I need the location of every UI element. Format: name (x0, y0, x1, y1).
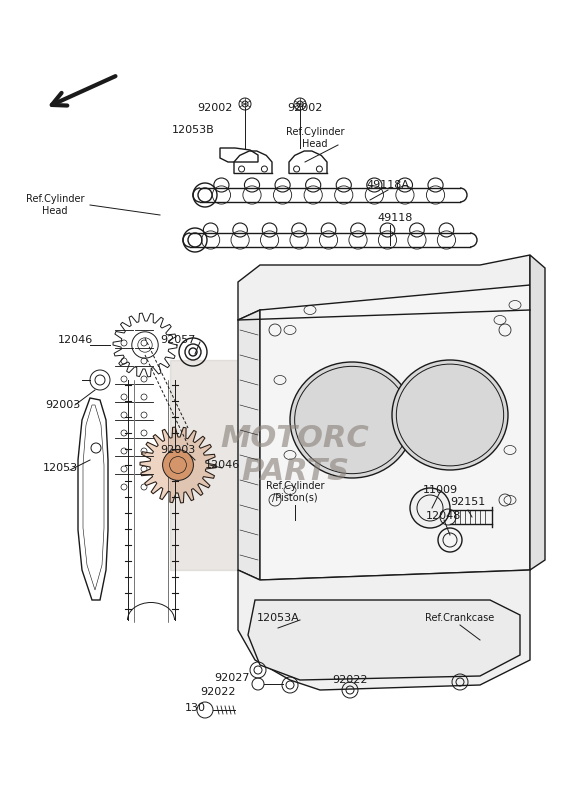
Text: 49118A: 49118A (366, 180, 409, 190)
Text: Ref.Cylinder
Head: Ref.Cylinder Head (26, 194, 84, 216)
Ellipse shape (392, 360, 508, 470)
Polygon shape (140, 427, 216, 503)
Text: 92003: 92003 (160, 445, 195, 455)
Text: 92003: 92003 (46, 400, 80, 410)
Text: Ref.Cylinder
/Piston(s): Ref.Cylinder /Piston(s) (266, 481, 324, 503)
Text: 12053: 12053 (42, 463, 77, 473)
Text: 12046: 12046 (205, 460, 240, 470)
Text: 49118: 49118 (377, 213, 413, 223)
Text: Ref.Cylinder
Head: Ref.Cylinder Head (286, 127, 344, 149)
Text: 92057: 92057 (160, 335, 196, 345)
Polygon shape (530, 255, 545, 570)
Text: 92022: 92022 (200, 687, 236, 697)
Text: 11009: 11009 (423, 485, 458, 495)
Text: 12053A: 12053A (257, 613, 299, 623)
Text: 92022: 92022 (332, 675, 368, 685)
Polygon shape (248, 600, 520, 680)
Circle shape (410, 488, 450, 528)
Polygon shape (170, 360, 500, 570)
Polygon shape (238, 255, 530, 320)
Ellipse shape (290, 362, 414, 478)
Text: 12048: 12048 (427, 511, 462, 521)
Text: 92002: 92002 (287, 103, 323, 113)
Text: 130: 130 (184, 703, 206, 713)
Polygon shape (238, 310, 260, 580)
Text: MOTORC
PARTS: MOTORC PARTS (221, 424, 369, 486)
Text: 92151: 92151 (450, 497, 486, 507)
Text: 12053B: 12053B (172, 125, 214, 135)
Polygon shape (238, 570, 530, 690)
Text: Ref.Crankcase: Ref.Crankcase (425, 613, 495, 623)
Text: 92027: 92027 (214, 673, 250, 683)
Polygon shape (260, 285, 530, 580)
Text: 12046: 12046 (57, 335, 92, 345)
Circle shape (162, 450, 194, 480)
Text: 92002: 92002 (197, 103, 233, 113)
